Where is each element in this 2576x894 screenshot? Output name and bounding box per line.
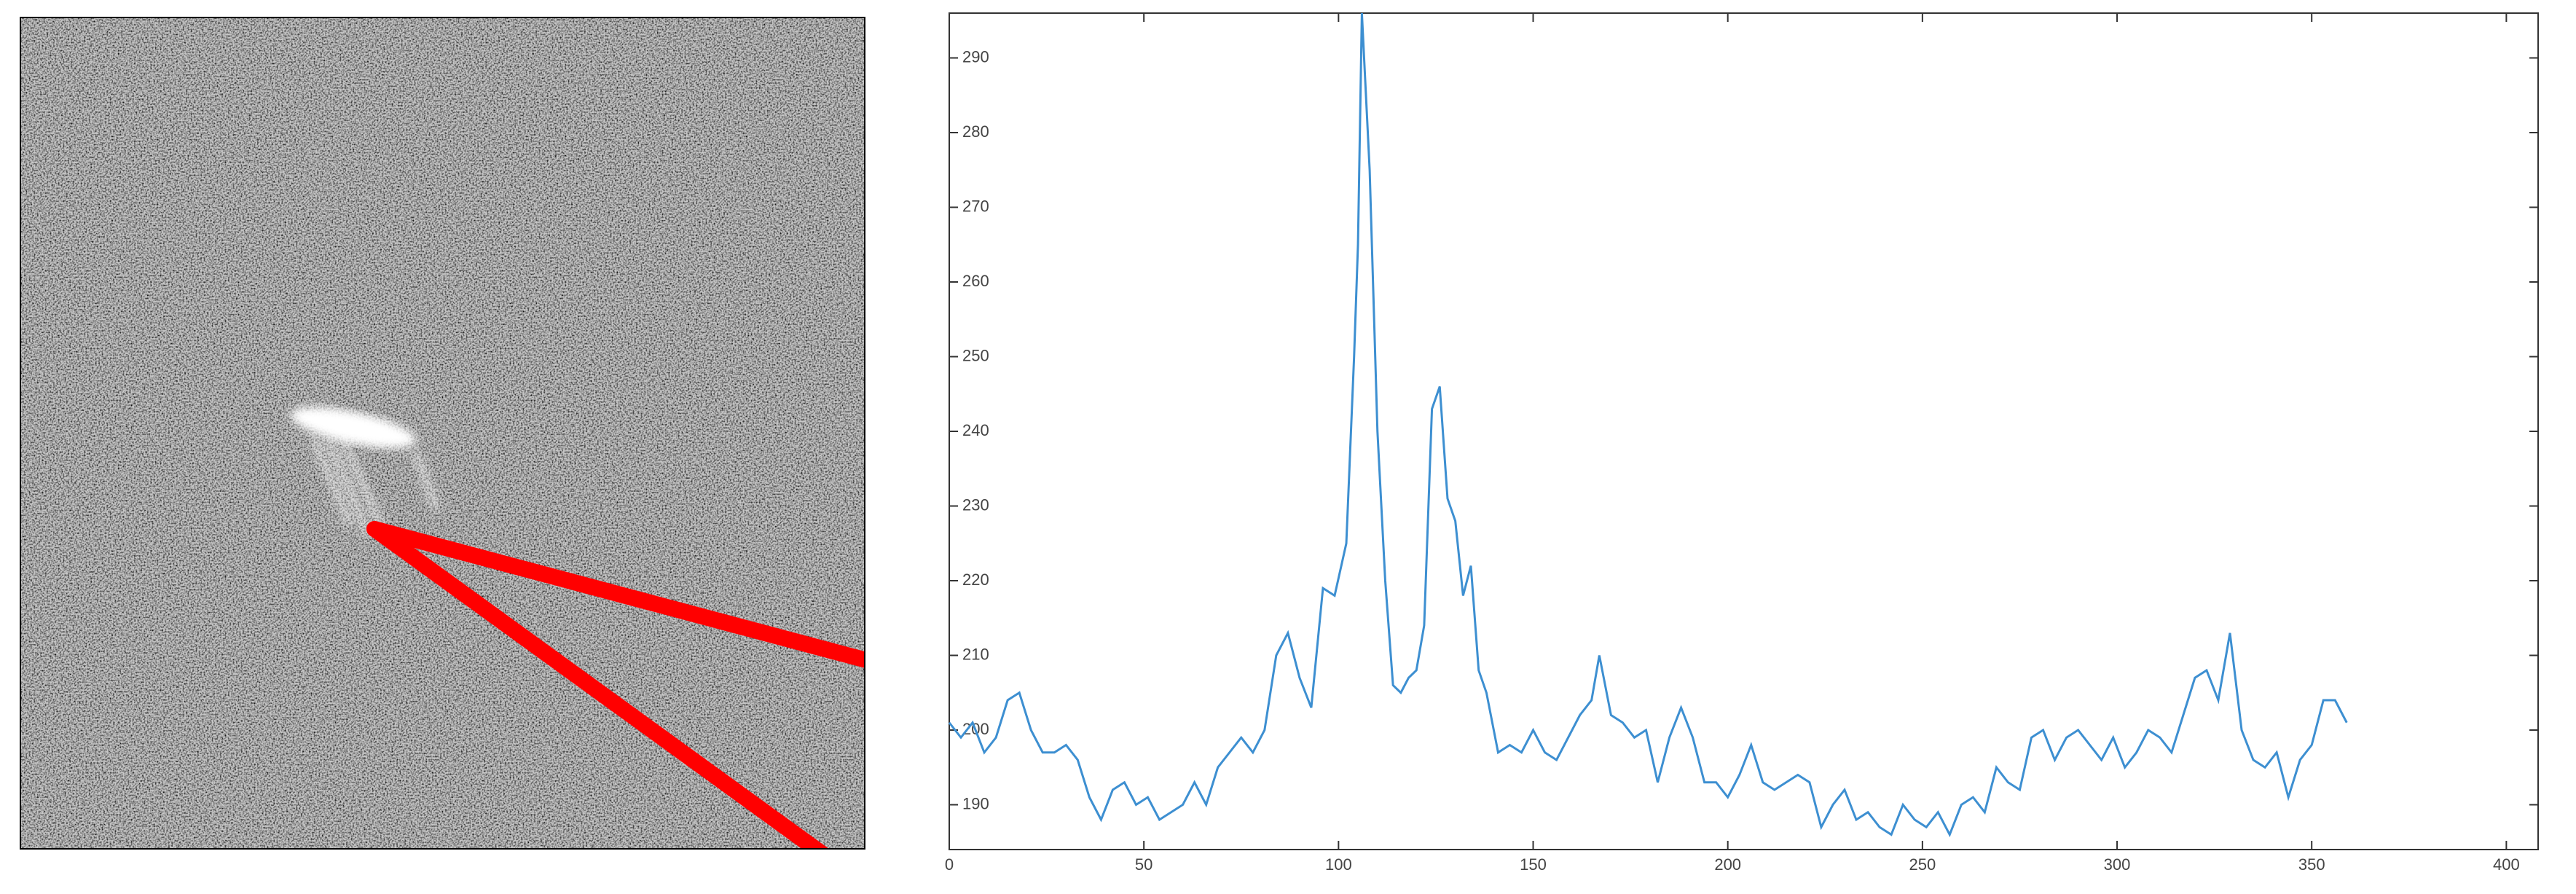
y-tick-label: 210 [962, 645, 989, 663]
y-tick-label: 290 [962, 47, 989, 66]
y-tick-label: 250 [962, 346, 989, 364]
y-tick-label: 260 [962, 272, 989, 290]
x-tick-label: 0 [945, 855, 954, 874]
y-tick-label: 280 [962, 122, 989, 141]
y-tick-label: 240 [962, 421, 989, 439]
x-tick-label: 300 [2104, 855, 2131, 874]
data-line [948, 12, 2348, 838]
sar-image [20, 17, 865, 850]
x-tick-label: 250 [1909, 855, 1936, 874]
y-tick-label: 190 [962, 794, 989, 812]
x-tick-label: 50 [1135, 855, 1152, 874]
x-tick-label: 150 [1520, 855, 1547, 874]
x-tick-label: 200 [1714, 855, 1741, 874]
plot-frame [949, 12, 2539, 850]
red-lines [366, 521, 865, 850]
x-tick-label: 100 [1325, 855, 1352, 874]
y-tick-label: 270 [962, 197, 989, 215]
y-tick-label: 220 [962, 570, 989, 589]
line-chart: 0 50 100 150 200 250 300 350 4001902002102202302… [945, 12, 2539, 874]
y-tick-label: 230 [962, 495, 989, 514]
x-tick-label: 350 [2298, 855, 2325, 874]
x-tick-label: 400 [2493, 855, 2520, 874]
